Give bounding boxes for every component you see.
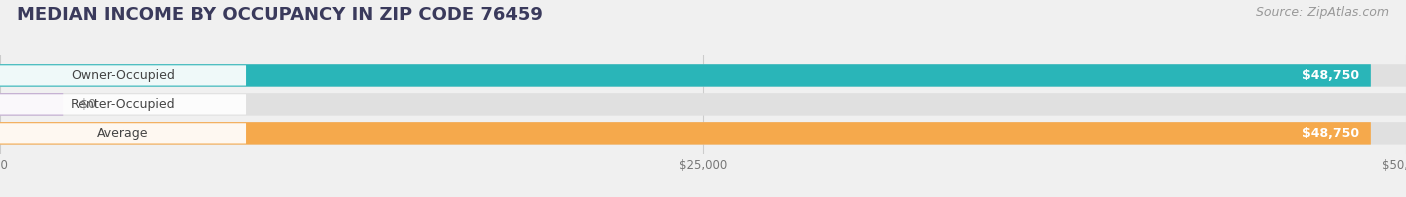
FancyBboxPatch shape [0,64,1371,87]
Text: MEDIAN INCOME BY OCCUPANCY IN ZIP CODE 76459: MEDIAN INCOME BY OCCUPANCY IN ZIP CODE 7… [17,6,543,24]
Text: Average: Average [97,127,149,140]
Text: Owner-Occupied: Owner-Occupied [72,69,174,82]
Text: $48,750: $48,750 [1302,69,1360,82]
Text: Source: ZipAtlas.com: Source: ZipAtlas.com [1256,6,1389,19]
FancyBboxPatch shape [0,64,1406,87]
FancyBboxPatch shape [0,65,246,85]
FancyBboxPatch shape [0,93,1406,116]
FancyBboxPatch shape [0,122,1371,145]
FancyBboxPatch shape [0,94,246,114]
Text: $48,750: $48,750 [1302,127,1360,140]
FancyBboxPatch shape [0,123,246,144]
Text: $0: $0 [80,98,96,111]
Text: Renter-Occupied: Renter-Occupied [70,98,176,111]
FancyBboxPatch shape [0,122,1406,145]
FancyBboxPatch shape [0,93,63,116]
